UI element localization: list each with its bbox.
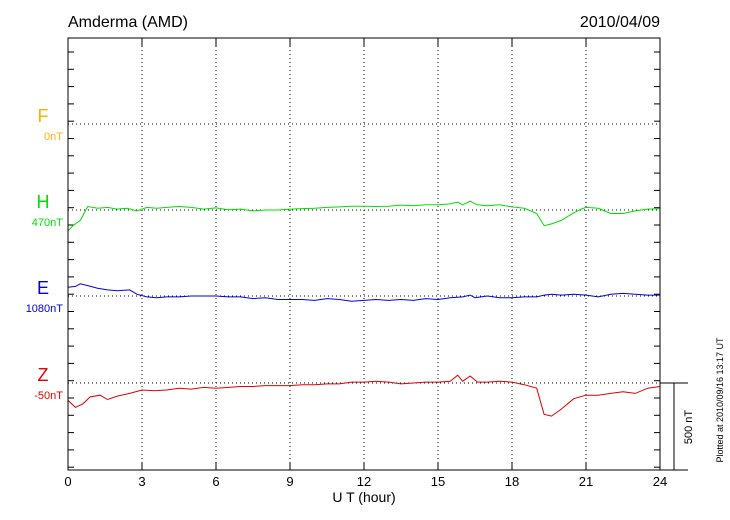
channel-labels: F 0nT H 470nT E 1080nT Z -50nT [26,106,64,402]
channel-baseline-Z: -50nT [34,390,63,402]
channel-baseline-F: 0nT [44,131,63,143]
x-tick-label: 24 [653,474,667,489]
x-tick-label: 6 [212,474,219,489]
channel-label-E: E [37,278,49,298]
channel-label-Z: Z [38,365,49,385]
date-label: 2010/04/09 [580,14,660,31]
scale-bar: 500 nT [660,382,695,471]
channel-label-F: F [38,106,49,126]
scale-bar-label: 500 nT [683,410,695,445]
x-tick-label: 18 [505,474,519,489]
x-tick-label: 0 [64,474,71,489]
station-title: Amderma (AMD) [68,14,188,31]
x-axis-label: U T (hour) [332,489,395,505]
x-tick-label: 3 [138,474,145,489]
plotted-timestamp: Plotted at 2010/09/16 13:17 UT [715,337,725,463]
x-tick-label: 9 [286,474,293,489]
series-line-Z [67,374,661,417]
channel-baseline-H: 470nT [32,217,63,229]
grid [68,38,660,470]
x-tick-label: 12 [357,474,371,489]
x-axis: 0 3 6 9 12 15 18 21 24 [64,38,667,489]
series-lines [67,200,661,417]
channel-baseline-E: 1080nT [26,303,64,315]
x-tick-label: 15 [431,474,445,489]
series-line-E [67,283,660,302]
x-tick-label: 21 [579,474,593,489]
channel-label-H: H [37,192,50,212]
series-line-H [67,200,661,232]
